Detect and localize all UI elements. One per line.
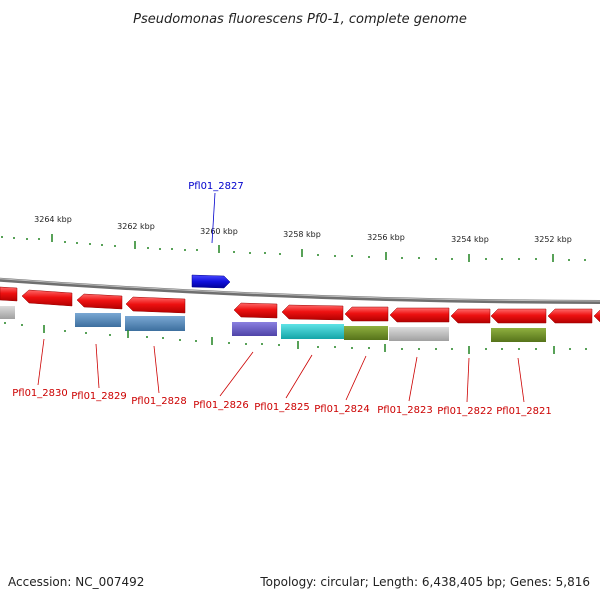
- genome-backbone-highlight: [0, 278, 600, 302]
- cog-box: [125, 316, 185, 331]
- callout-line: [285, 354, 313, 399]
- callout-line-Pfl01_2827: [211, 192, 216, 244]
- gene-Pfl01_2830[interactable]: [0, 286, 18, 302]
- callout-line: [517, 357, 525, 403]
- callout-line: [95, 343, 100, 389]
- cog-box: [281, 324, 344, 339]
- callout-line: [408, 356, 418, 402]
- gene-next-edge[interactable]: [593, 309, 600, 323]
- gene-label-Pfl01_2823[interactable]: Pfl01_2823: [377, 405, 433, 416]
- reverse-strand-genes: [0, 286, 600, 324]
- gene-label-Pfl01_2827[interactable]: Pfl01_2827: [188, 181, 244, 192]
- cog-box: [75, 313, 121, 327]
- gene-label-Pfl01_2825[interactable]: Pfl01_2825: [254, 402, 310, 413]
- gene-Pfl01_2823[interactable]: [389, 307, 450, 323]
- gene-Pfl01_2829[interactable]: [21, 289, 73, 307]
- gene-Pfl01_2824[interactable]: [344, 306, 389, 322]
- cog-box: [232, 322, 277, 336]
- gene-Pfl01_2828b[interactable]: [125, 296, 186, 314]
- kbp-label: 3262 kbp: [117, 222, 155, 231]
- map-title: Pseudomonas fluorescens Pf0-1, complete …: [133, 12, 467, 27]
- gene-label-Pfl01_2821[interactable]: Pfl01_2821: [496, 406, 552, 417]
- kbp-label: 3264 kbp: [34, 215, 72, 224]
- cog-category-row: [0, 306, 546, 342]
- kbp-label: 3256 kbp: [367, 233, 405, 242]
- accession-text: Accession: NC_007492: [8, 575, 144, 589]
- callout-lines: [37, 338, 525, 403]
- gene-label-Pfl01_2824[interactable]: Pfl01_2824: [314, 404, 370, 415]
- callout-line: [37, 338, 45, 386]
- kbp-label: 3260 kbp: [200, 227, 238, 236]
- genome-summary-text: Topology: circular; Length: 6,438,405 bp…: [259, 575, 590, 589]
- genome-backbone: [0, 277, 600, 304]
- gene-Pfl01_2826[interactable]: [233, 302, 278, 319]
- lower-tick-row: [4, 322, 587, 354]
- callout-line: [345, 355, 367, 401]
- gene-Pfl01_2825[interactable]: [281, 304, 344, 321]
- cog-box: [0, 306, 15, 319]
- callout-line: [219, 351, 254, 397]
- gene-label-Pfl01_2822[interactable]: Pfl01_2822: [437, 406, 493, 417]
- callout-line: [466, 357, 470, 403]
- cog-box: [491, 328, 546, 342]
- cog-box: [344, 326, 388, 340]
- gene-label-Pfl01_2826[interactable]: Pfl01_2826: [193, 400, 249, 411]
- gene-Pfl01_2827[interactable]: [191, 274, 231, 289]
- kbp-label: 3258 kbp: [283, 230, 321, 239]
- gene-Pfl01_2821[interactable]: [490, 308, 547, 324]
- scale-labels: 3264 kbp 3262 kbp 3260 kbp 3258 kbp 3256…: [34, 215, 572, 244]
- gene-Pfl01_2828[interactable]: [76, 293, 123, 310]
- gene-label-Pfl01_2830[interactable]: Pfl01_2830: [12, 388, 68, 399]
- kbp-label: 3254 kbp: [451, 235, 489, 244]
- kbp-label: 3252 kbp: [534, 235, 572, 244]
- gene-Pfl01_2822[interactable]: [450, 308, 491, 324]
- callout-line: [153, 345, 160, 394]
- gene-label-Pfl01_2828[interactable]: Pfl01_2828: [131, 396, 187, 407]
- upper-tick-row: [1, 234, 586, 262]
- cog-box: [389, 327, 449, 341]
- gene-next[interactable]: [547, 308, 593, 324]
- gene-label-Pfl01_2829[interactable]: Pfl01_2829: [71, 391, 127, 402]
